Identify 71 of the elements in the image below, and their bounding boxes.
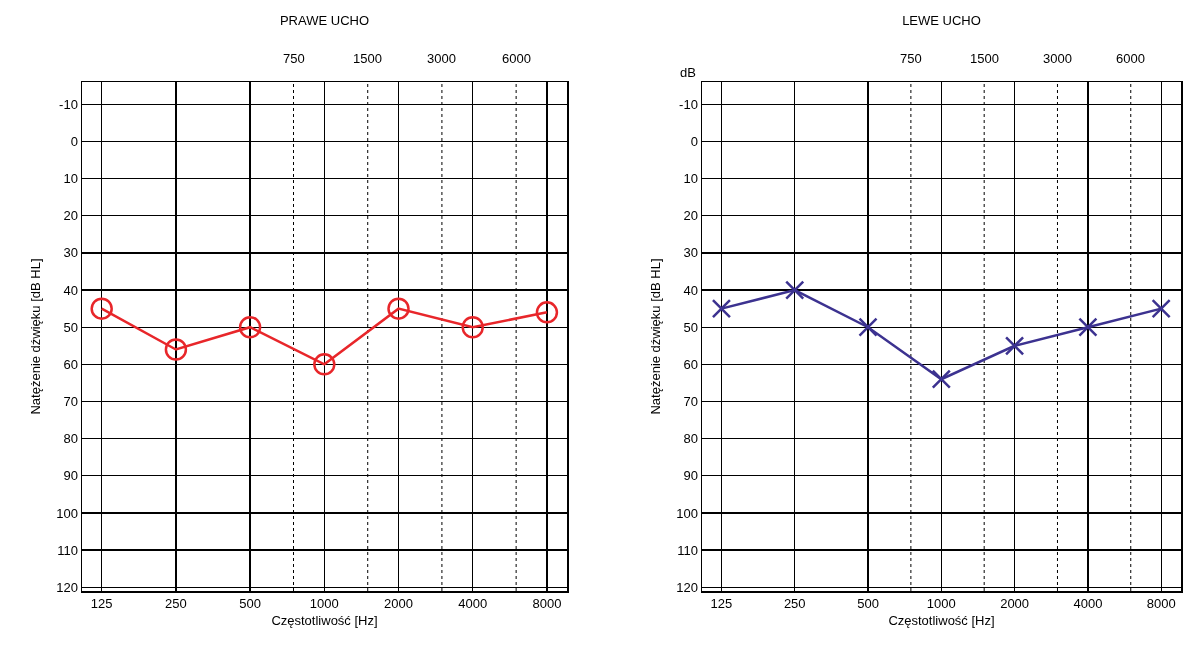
- y-tick-label: 120: [676, 579, 698, 595]
- y-tick-label: 50: [63, 319, 78, 335]
- y-tick-label: 100: [56, 505, 78, 521]
- y-tick-label: 40: [683, 282, 698, 298]
- chart-title: LEWE UCHO: [902, 13, 981, 29]
- x-tick-label: 4000: [458, 596, 488, 612]
- y-tick-label: 80: [63, 431, 78, 447]
- x-axis-title: Częstotliwość [Hz]: [888, 613, 995, 629]
- y-axis-title: Natężenie dźwięku [dB HL]: [648, 258, 664, 415]
- y-tick-label: 10: [683, 171, 698, 187]
- y-tick-label: 80: [683, 431, 698, 447]
- x-tick-label: 1000: [309, 596, 339, 612]
- y-tick-label: 0: [690, 134, 698, 149]
- point: [931, 369, 952, 389]
- ref-line-label: 6000: [502, 51, 531, 66]
- x-tick-label: 4000: [1073, 596, 1103, 612]
- y-tick-label: 60: [683, 356, 698, 372]
- y-tick-label: 10: [63, 171, 78, 187]
- x-tick-label: 125: [710, 596, 733, 612]
- point: [313, 353, 336, 376]
- point: [238, 315, 262, 339]
- point: [1078, 317, 1098, 337]
- y-tick-label: -10: [59, 96, 78, 112]
- point: [1004, 336, 1025, 356]
- y-axis-title: Natężenie dźwięku [dB HL]: [28, 258, 44, 415]
- point: [387, 297, 410, 320]
- x-tick-label: 1000: [926, 596, 956, 612]
- ref-line-label: 3000: [427, 51, 456, 66]
- point: [711, 298, 732, 319]
- ref-line-label: 3000: [1043, 51, 1072, 66]
- y-tick-label: 40: [63, 282, 78, 298]
- point: [461, 315, 484, 339]
- y-tick-label: 90: [683, 468, 698, 484]
- point: [858, 317, 878, 337]
- x-axis-title: Częstotliwość [Hz]: [271, 613, 378, 629]
- point: [784, 280, 805, 300]
- ref-line-label: 1500: [353, 51, 382, 66]
- point: [90, 297, 113, 320]
- y-tick-label: 30: [683, 245, 698, 261]
- y-tick-label: 50: [683, 319, 698, 335]
- ref-line-label: 6000: [1116, 51, 1145, 66]
- point: [1151, 298, 1171, 319]
- point: [535, 301, 559, 324]
- y-tick-label: 70: [683, 394, 698, 410]
- ref-line-label: 1500: [970, 51, 999, 66]
- y-tick-label: 0: [70, 134, 78, 149]
- x-tick-label: 2000: [1000, 596, 1030, 612]
- y-tick-label: 20: [63, 208, 78, 224]
- y-tick-label: 120: [56, 579, 78, 595]
- y-tick-label: 30: [63, 245, 78, 261]
- ref-line-label: 750: [283, 51, 305, 66]
- y-tick-label: 60: [63, 356, 78, 372]
- y-tick-label: 20: [683, 208, 698, 224]
- ref-line-label: 750: [900, 51, 922, 66]
- text: dB: [680, 65, 696, 80]
- x-tick-label: 125: [90, 596, 113, 612]
- chart-title: PRAWE UCHO: [279, 13, 370, 29]
- y-tick-label: 100: [676, 505, 698, 521]
- y-tick-label: 90: [63, 468, 78, 484]
- y-tick-label: 70: [63, 394, 78, 410]
- point: [164, 338, 188, 361]
- x-tick-label: 8000: [1146, 596, 1176, 612]
- x-tick-label: 500: [239, 596, 261, 612]
- x-tick-label: 250: [165, 596, 187, 612]
- x-tick-label: 250: [783, 596, 806, 612]
- y-tick-label: 110: [57, 542, 78, 558]
- x-tick-label: 500: [857, 596, 879, 612]
- x-tick-label: 2000: [384, 596, 413, 612]
- y-tick-label: -10: [679, 96, 698, 112]
- y-tick-label: 110: [677, 542, 698, 558]
- x-tick-label: 8000: [532, 596, 562, 612]
